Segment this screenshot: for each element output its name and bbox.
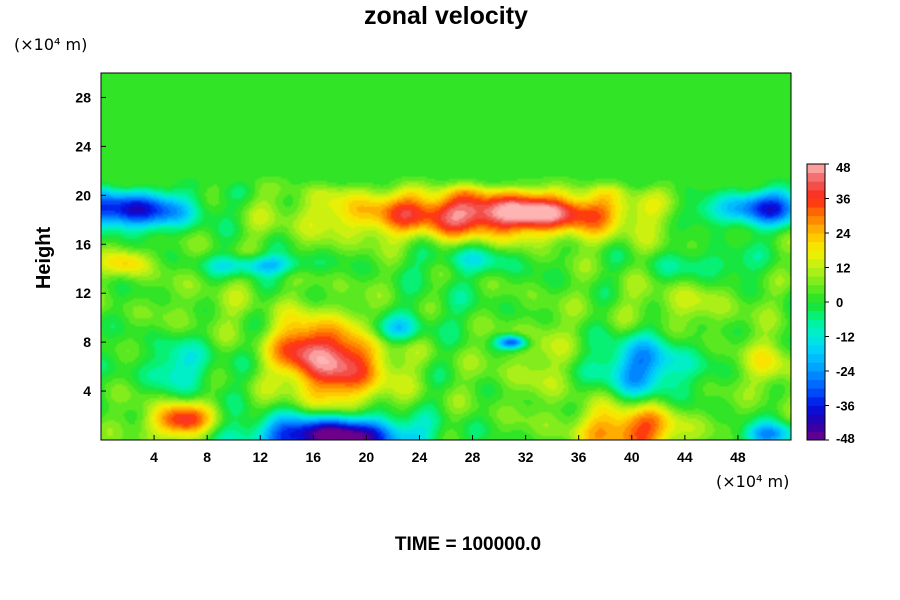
time-label: TIME = 100000.0 — [395, 534, 541, 555]
colorbar-swatch — [807, 172, 825, 182]
chart-title: zonal velocity — [364, 2, 528, 30]
colorbar-swatch — [807, 181, 825, 191]
y-tick-label: 8 — [83, 334, 91, 350]
colorbar-tick-label: -24 — [836, 364, 856, 379]
colorbar-swatches — [807, 164, 825, 441]
colorbar-swatch — [807, 207, 825, 217]
x-tick-label: 32 — [518, 449, 534, 465]
colorbar-tick-label: -48 — [836, 431, 855, 446]
colorbar-swatch — [807, 302, 825, 312]
colorbar-tick-label: 36 — [836, 192, 850, 207]
colorbar-swatch — [807, 431, 825, 441]
y-tick-label: 20 — [75, 187, 91, 203]
colorbar-ticks: 48 36 24 12 0 -12 -24 -36 -48 — [825, 160, 856, 446]
colorbar-tick-label: 0 — [836, 295, 843, 310]
colorbar-swatch — [807, 405, 825, 415]
colorbar-swatch — [807, 224, 825, 234]
colorbar-swatch — [807, 250, 825, 260]
x-tick-label: 8 — [203, 449, 211, 465]
colorbar-swatch — [807, 336, 825, 346]
colorbar-tick-label: 24 — [836, 226, 851, 241]
x-tick-label: 40 — [624, 449, 640, 465]
y-tick-label: 24 — [75, 138, 91, 154]
x-tick-label: 16 — [306, 449, 322, 465]
y-tick-label: 12 — [75, 285, 91, 301]
y-tick-label: 28 — [75, 89, 91, 105]
x-tick-label: 36 — [571, 449, 587, 465]
colorbar-swatch — [807, 396, 825, 406]
colorbar-swatch — [807, 371, 825, 381]
x-tick-label: 20 — [359, 449, 375, 465]
y-unit-label: (×10⁴ m) — [14, 35, 87, 54]
colorbar-swatch — [807, 379, 825, 389]
colorbar-tick-label: 12 — [836, 261, 850, 276]
x-tick-label: 4 — [150, 449, 158, 465]
colorbar-swatch — [807, 388, 825, 398]
x-tick-label: 28 — [465, 449, 481, 465]
colorbar-swatch — [807, 327, 825, 337]
colorbar-swatch — [807, 414, 825, 424]
colorbar-swatch — [807, 284, 825, 294]
colorbar-swatch — [807, 362, 825, 372]
plot-frame — [100, 72, 792, 441]
colorbar-swatch — [807, 319, 825, 329]
colorbar-swatch — [807, 422, 825, 432]
colorbar-swatch — [807, 276, 825, 286]
colorbar-swatch — [807, 310, 825, 320]
colorbar-tick-label: -12 — [836, 330, 855, 345]
colorbar-swatch — [807, 267, 825, 277]
y-axis-label: Height — [33, 227, 55, 290]
colorbar-swatch — [807, 215, 825, 225]
x-unit-label: (×10⁴ m) — [716, 472, 789, 491]
y-tick-label: 4 — [83, 383, 91, 399]
colorbar-swatch — [807, 189, 825, 199]
colorbar-swatch — [807, 353, 825, 363]
colorbar-tick-label: 48 — [836, 160, 850, 175]
x-tick-label: 44 — [677, 449, 693, 465]
colorbar-swatch — [807, 258, 825, 268]
x-tick-label: 24 — [412, 449, 428, 465]
y-tick-label: 16 — [75, 236, 91, 252]
x-axis-ticks: 4 8 12 16 20 24 28 32 36 40 44 48 — [150, 435, 746, 465]
y-axis-ticks: 4 8 12 16 20 24 28 — [75, 89, 106, 399]
colorbar-swatch — [807, 164, 825, 174]
plot-area — [100, 72, 792, 441]
colorbar-tick-label: -36 — [836, 399, 855, 414]
colorbar: 48 36 24 12 0 -12 -24 -36 -48 — [806, 160, 856, 446]
colorbar-swatch — [807, 233, 825, 243]
colorbar-swatch — [807, 198, 825, 208]
colorbar-swatch — [807, 345, 825, 355]
heatmap-field — [101, 73, 791, 440]
x-tick-label: 48 — [730, 449, 746, 465]
colorbar-swatch — [807, 241, 825, 251]
x-tick-label: 12 — [252, 449, 268, 465]
colorbar-swatch — [807, 293, 825, 303]
